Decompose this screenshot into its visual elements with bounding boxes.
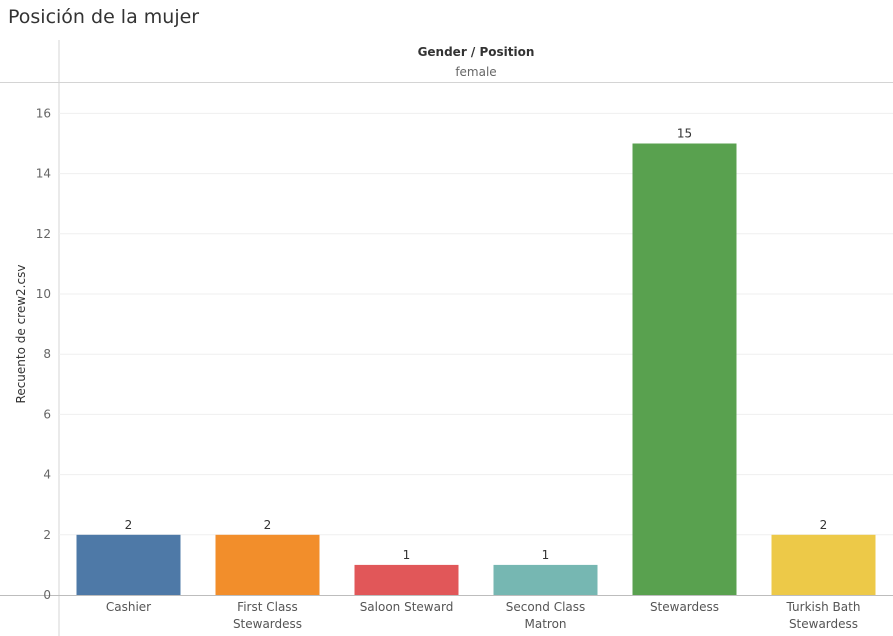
y-tick-label: 10	[36, 287, 51, 301]
data-label: 2	[820, 518, 828, 532]
y-tick-label: 16	[36, 106, 51, 120]
chart-title: Posición de la mujer	[8, 6, 200, 28]
bar	[493, 564, 598, 595]
bar	[354, 564, 459, 595]
y-tick-label: 0	[43, 588, 51, 602]
bar	[632, 143, 737, 595]
column-header-label: Gender / Position	[417, 45, 535, 59]
category-label: Second Class Matron	[506, 600, 586, 631]
bars	[76, 143, 876, 595]
y-tick-label: 8	[43, 347, 51, 361]
bar	[76, 534, 181, 595]
category-label: Turkish Bath Stewardess	[786, 600, 861, 631]
category-label: Cashier	[106, 600, 151, 614]
category-label: First Class Stewardess	[233, 600, 302, 631]
data-labels: 2 2 1 1 15 2	[125, 127, 828, 562]
grid-lines	[59, 112, 893, 536]
y-tick-label: 2	[43, 528, 51, 542]
chart-frame	[0, 40, 893, 636]
category-label: Stewardess	[650, 600, 719, 614]
data-label: 1	[542, 548, 550, 562]
category-label: Saloon Steward	[360, 600, 454, 614]
y-tick-label: 12	[36, 227, 51, 241]
category-labels: Cashier First Class Stewardess Saloon Stewa…	[106, 600, 861, 631]
y-axis-ticks: 0 2 4 6 8 10 12 14 16	[36, 106, 51, 602]
y-tick-label: 4	[43, 468, 51, 482]
data-label: 15	[677, 127, 692, 141]
data-label: 2	[125, 518, 133, 532]
y-tick-label: 14	[36, 167, 51, 181]
data-label: 1	[403, 548, 411, 562]
bar	[215, 534, 320, 595]
column-header-value: female	[455, 65, 497, 79]
bar	[771, 534, 876, 595]
y-tick-label: 6	[43, 407, 51, 421]
data-label: 2	[264, 518, 272, 532]
